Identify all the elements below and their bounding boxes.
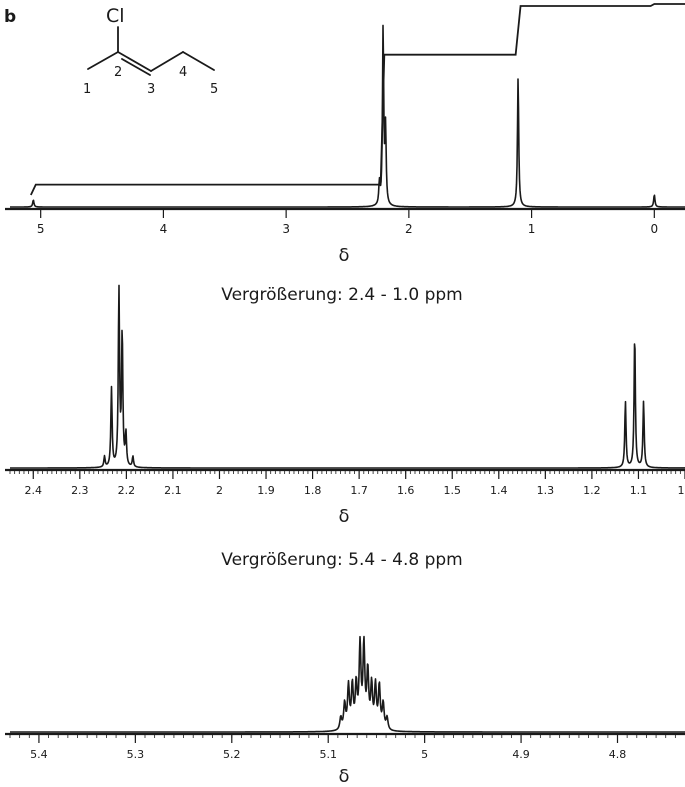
- bond-c1-c2: [87, 51, 119, 70]
- x-tick-label: 1: [528, 222, 536, 236]
- x-tick-label: 1.5: [443, 484, 461, 497]
- x-tick-label: 1.4: [490, 484, 508, 497]
- x-tick-label: 3: [282, 222, 290, 236]
- bond-c3-c4: [150, 51, 184, 72]
- position-label-3: 3: [147, 82, 155, 97]
- x-tick-label: 5.4: [30, 748, 48, 761]
- x-tick-label: 4.8: [609, 748, 627, 761]
- x-tick-label: 2.1: [164, 484, 182, 497]
- bond-c2-c3-double-a: [117, 51, 152, 72]
- x-tick-label: 5.3: [127, 748, 145, 761]
- x-tick-label: 0: [650, 222, 658, 236]
- x-tick-label: 1.8: [304, 484, 322, 497]
- x-tick-label: 1.1: [630, 484, 648, 497]
- integral-curve: [30, 3, 685, 196]
- zoom-panel-5-4-to-4-8: Vergrößerung: 5.4 - 4.8 ppm 5.4 5.3 5.2 5.1…: [5, 550, 685, 787]
- position-label-1: 1: [83, 82, 91, 97]
- x-tick-label: 2.2: [118, 484, 136, 497]
- bond-c2-c3-double-b: [121, 58, 151, 76]
- x-tick-label: 5.2: [223, 748, 241, 761]
- position-label-2: 2: [114, 65, 122, 80]
- spectrum-trace-full: [9, 24, 685, 208]
- zoom-title-2: Vergrößerung: 5.4 - 4.8 ppm: [221, 550, 462, 570]
- molecule-structure: Cl 1 2 3 4 5: [83, 5, 218, 97]
- x-tick-label: 2: [405, 222, 413, 236]
- zoom-title-1: Vergrößerung: 2.4 - 1.0 ppm: [221, 285, 462, 305]
- x-tick-label: 1.6: [397, 484, 415, 497]
- x-axis-label-zoom-1: δ: [338, 506, 349, 527]
- zoom-panel-2-4-to-1-0: Vergrößerung: 2.4 - 1.0 ppm 2.4 2.3 2.2 2.1…: [5, 284, 685, 527]
- x-axis-label-full: δ: [338, 245, 349, 266]
- x-tick-label: 1.9: [257, 484, 275, 497]
- x-tick-label: 2: [216, 484, 223, 497]
- x-tick-label: 1: [678, 484, 685, 497]
- x-tick-label: 5: [37, 222, 45, 236]
- spectrum-trace-zoom-1: [9, 284, 685, 469]
- x-tick-label: 2.4: [25, 484, 43, 497]
- x-tick-label: 5.1: [319, 748, 337, 761]
- spectrum-trace-zoom-2: [9, 635, 685, 733]
- figure-label: b: [4, 7, 16, 27]
- x-tick-label: 2.3: [71, 484, 89, 497]
- x-tick-label: 4.9: [512, 748, 530, 761]
- full-spectrum-panel: 5 4 3 2 1 0 δ: [5, 3, 685, 266]
- x-tick-label: 1.3: [537, 484, 555, 497]
- position-label-5: 5: [210, 82, 218, 97]
- x-tick-label: 4: [160, 222, 168, 236]
- x-tick-label: 1.7: [350, 484, 368, 497]
- position-label-4: 4: [179, 65, 187, 80]
- x-tick-label: 5: [421, 748, 428, 761]
- chlorine-atom-label: Cl: [106, 5, 125, 27]
- x-axis-label-zoom-2: δ: [338, 766, 349, 787]
- x-ticks-full: 5 4 3 2 1 0: [37, 209, 658, 236]
- x-ticks-zoom-1: 2.4 2.3 2.2 2.1 2 1.9 1.8 1.7 1.6 1.5 1.4 1.3 1.2 1.1…: [9, 470, 685, 497]
- x-tick-label: 1.2: [583, 484, 601, 497]
- x-ticks-zoom-2: 5.4 5.3 5.2 5.1 5 4.9 4.8: [9, 734, 676, 761]
- bond-c4-c5: [182, 51, 215, 71]
